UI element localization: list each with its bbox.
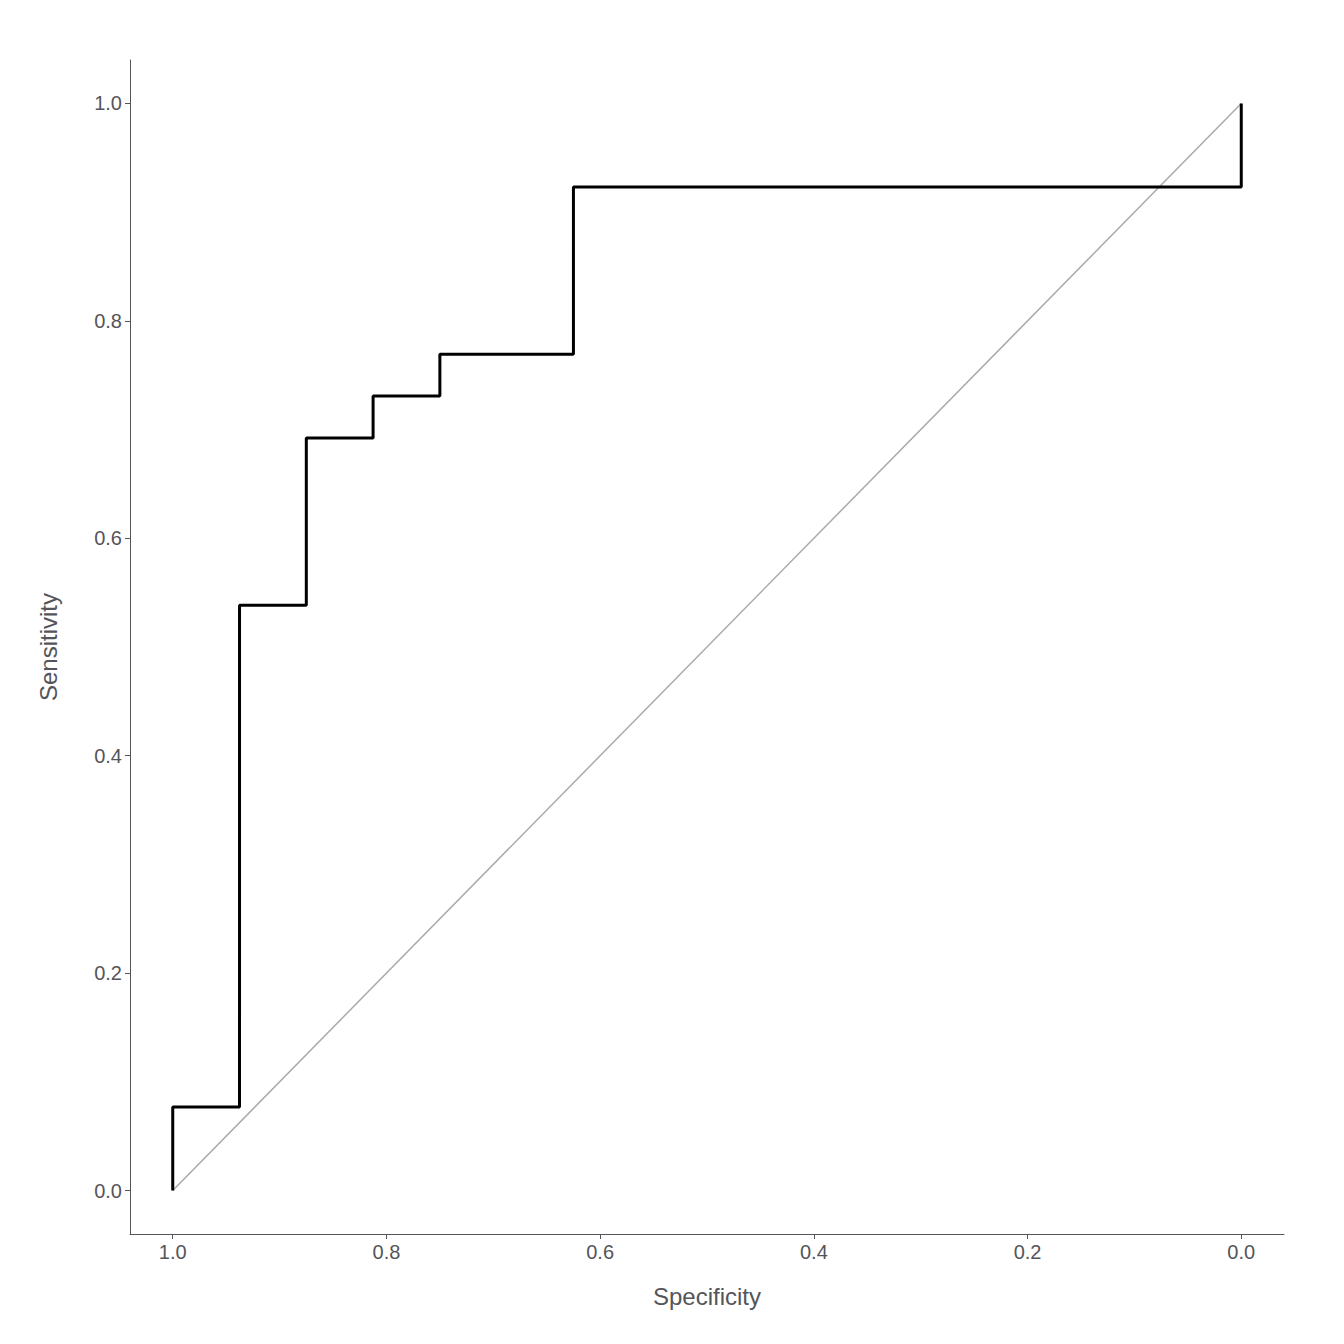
svg-text:0.2: 0.2 — [1014, 1241, 1042, 1263]
svg-text:1.0: 1.0 — [94, 92, 122, 114]
svg-text:0.2: 0.2 — [94, 962, 122, 984]
svg-text:0.0: 0.0 — [94, 1180, 122, 1202]
svg-text:0.8: 0.8 — [373, 1241, 401, 1263]
svg-text:1.0: 1.0 — [159, 1241, 187, 1263]
svg-text:Sensitivity: Sensitivity — [35, 593, 62, 701]
svg-text:Specificity: Specificity — [653, 1283, 761, 1310]
svg-text:0.4: 0.4 — [800, 1241, 828, 1263]
svg-text:0.4: 0.4 — [94, 745, 122, 767]
svg-text:0.0: 0.0 — [1227, 1241, 1255, 1263]
svg-text:0.8: 0.8 — [94, 310, 122, 332]
svg-text:0.6: 0.6 — [94, 527, 122, 549]
svg-text:0.6: 0.6 — [586, 1241, 614, 1263]
